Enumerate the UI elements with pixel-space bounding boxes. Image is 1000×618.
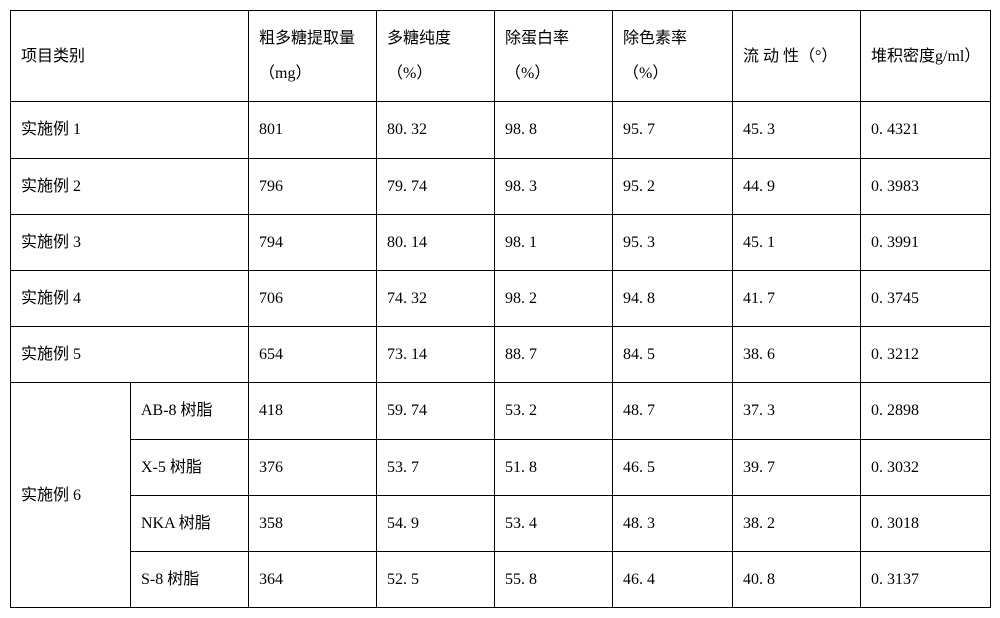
cell-flow: 40. 8	[733, 551, 861, 607]
row-label: 实施例 5	[11, 327, 249, 383]
cell-density: 0. 3745	[861, 270, 991, 326]
cell-crude: 654	[249, 327, 377, 383]
table-row: 实施例 1 801 80. 32 98. 8 95. 7 45. 3 0. 43…	[11, 102, 991, 158]
row-label: 实施例 2	[11, 158, 249, 214]
group6-label: 实施例 6	[11, 383, 131, 608]
cell-protein: 53. 2	[495, 383, 613, 439]
resin-label: AB-8 树脂	[131, 383, 249, 439]
cell-density: 0. 2898	[861, 383, 991, 439]
cell-purity: 53. 7	[377, 439, 495, 495]
cell-pigment: 94. 8	[613, 270, 733, 326]
cell-purity: 52. 5	[377, 551, 495, 607]
cell-flow: 45. 3	[733, 102, 861, 158]
cell-density: 0. 3137	[861, 551, 991, 607]
table-row: 实施例 4 706 74. 32 98. 2 94. 8 41. 7 0. 37…	[11, 270, 991, 326]
cell-pigment: 95. 2	[613, 158, 733, 214]
cell-purity: 80. 14	[377, 214, 495, 270]
cell-purity: 59. 74	[377, 383, 495, 439]
table-row: 实施例 5 654 73. 14 88. 7 84. 5 38. 6 0. 32…	[11, 327, 991, 383]
cell-density: 0. 4321	[861, 102, 991, 158]
cell-crude: 796	[249, 158, 377, 214]
cell-purity: 73. 14	[377, 327, 495, 383]
cell-flow: 44. 9	[733, 158, 861, 214]
table-row: 实施例 3 794 80. 14 98. 1 95. 3 45. 1 0. 39…	[11, 214, 991, 270]
cell-crude: 706	[249, 270, 377, 326]
resin-label: S-8 树脂	[131, 551, 249, 607]
table-row: NKA 树脂 358 54. 9 53. 4 48. 3 38. 2 0. 30…	[11, 495, 991, 551]
cell-purity: 79. 74	[377, 158, 495, 214]
col-category: 项目类别	[11, 11, 249, 102]
col-protein-removal: 除蛋白率（%）	[495, 11, 613, 102]
table-row: S-8 树脂 364 52. 5 55. 8 46. 4 40. 8 0. 31…	[11, 551, 991, 607]
cell-density: 0. 3032	[861, 439, 991, 495]
cell-crude: 801	[249, 102, 377, 158]
cell-protein: 55. 8	[495, 551, 613, 607]
cell-purity: 80. 32	[377, 102, 495, 158]
cell-purity: 54. 9	[377, 495, 495, 551]
cell-density: 0. 3212	[861, 327, 991, 383]
col-flowability: 流 动 性（°）	[733, 11, 861, 102]
cell-protein: 53. 4	[495, 495, 613, 551]
cell-pigment: 84. 5	[613, 327, 733, 383]
col-bulk-density: 堆积密度g/ml）	[861, 11, 991, 102]
cell-flow: 39. 7	[733, 439, 861, 495]
table-row: X-5 树脂 376 53. 7 51. 8 46. 5 39. 7 0. 30…	[11, 439, 991, 495]
cell-purity: 74. 32	[377, 270, 495, 326]
cell-crude: 364	[249, 551, 377, 607]
cell-density: 0. 3983	[861, 158, 991, 214]
table-row: 实施例 6 AB-8 树脂 418 59. 74 53. 2 48. 7 37.…	[11, 383, 991, 439]
col-purity: 多糖纯度（%）	[377, 11, 495, 102]
col-crude-extract: 粗多糖提取量（mg）	[249, 11, 377, 102]
cell-flow: 41. 7	[733, 270, 861, 326]
table-row: 实施例 2 796 79. 74 98. 3 95. 2 44. 9 0. 39…	[11, 158, 991, 214]
cell-pigment: 46. 4	[613, 551, 733, 607]
cell-protein: 98. 3	[495, 158, 613, 214]
cell-crude: 358	[249, 495, 377, 551]
cell-crude: 376	[249, 439, 377, 495]
cell-flow: 38. 6	[733, 327, 861, 383]
resin-label: NKA 树脂	[131, 495, 249, 551]
cell-flow: 37. 3	[733, 383, 861, 439]
cell-protein: 98. 1	[495, 214, 613, 270]
cell-density: 0. 3991	[861, 214, 991, 270]
table-header-row: 项目类别 粗多糖提取量（mg） 多糖纯度（%） 除蛋白率（%） 除色素率（%） …	[11, 11, 991, 102]
cell-flow: 45. 1	[733, 214, 861, 270]
row-label: 实施例 3	[11, 214, 249, 270]
cell-crude: 794	[249, 214, 377, 270]
cell-protein: 88. 7	[495, 327, 613, 383]
cell-pigment: 46. 5	[613, 439, 733, 495]
cell-protein: 51. 8	[495, 439, 613, 495]
row-label: 实施例 1	[11, 102, 249, 158]
cell-pigment: 95. 7	[613, 102, 733, 158]
cell-pigment: 95. 3	[613, 214, 733, 270]
cell-crude: 418	[249, 383, 377, 439]
cell-pigment: 48. 3	[613, 495, 733, 551]
cell-protein: 98. 8	[495, 102, 613, 158]
resin-label: X-5 树脂	[131, 439, 249, 495]
row-label: 实施例 4	[11, 270, 249, 326]
col-pigment-removal: 除色素率（%）	[613, 11, 733, 102]
cell-pigment: 48. 7	[613, 383, 733, 439]
cell-density: 0. 3018	[861, 495, 991, 551]
cell-flow: 38. 2	[733, 495, 861, 551]
cell-protein: 98. 2	[495, 270, 613, 326]
data-table: 项目类别 粗多糖提取量（mg） 多糖纯度（%） 除蛋白率（%） 除色素率（%） …	[10, 10, 991, 608]
